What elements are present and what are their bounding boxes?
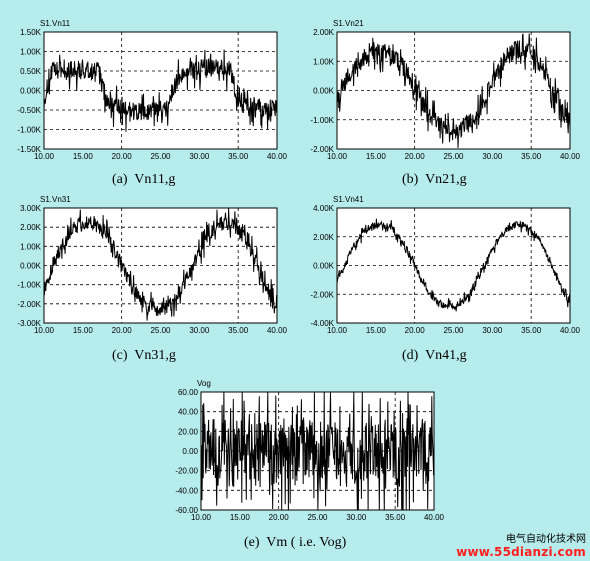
x-tick-label: 10.00 — [191, 513, 212, 522]
series-line — [336, 218, 571, 312]
y-tick-label: 20.00 — [178, 427, 199, 436]
caption-vn41: (d) Vn41,g — [402, 348, 467, 363]
y-tick-label: 1.50K — [20, 28, 42, 37]
y-tick-label: -40.00 — [175, 486, 198, 495]
caption-vn21: (b) Vn21,g — [402, 172, 467, 187]
y-tick-label: -2.00K — [310, 145, 334, 154]
y-tick-label: -4.00K — [310, 319, 334, 328]
series-line — [43, 49, 278, 132]
chart-panel-vn41: S1.Vn41 4.00K 2.00K 0.00K -2.00K -4.00K 10.00 1… — [295, 188, 590, 353]
x-tick-label: 35.00 — [228, 326, 249, 335]
x-tick-label: 40.00 — [424, 513, 445, 522]
x-tick-label: 20.00 — [405, 326, 426, 335]
series-line — [200, 391, 435, 511]
x-tick-label: 25.00 — [443, 152, 464, 161]
x-tick-label: 25.00 — [150, 326, 171, 335]
x-tick-label: 15.00 — [366, 326, 387, 335]
y-tick-label: 40.00 — [178, 408, 199, 417]
x-tick-label: 15.00 — [73, 152, 94, 161]
chart-title: S1.Vn31 — [40, 195, 71, 204]
y-tick-label: 1.00K — [20, 48, 42, 57]
y-tick-label: 0.00K — [313, 262, 335, 271]
y-tick-label: 4.00K — [313, 204, 335, 213]
y-tick-label: 2.00K — [20, 223, 42, 232]
x-tick-label: 40.00 — [267, 326, 288, 335]
y-tick-label: -1.00K — [17, 126, 41, 135]
chart-panel-vn11: S1.Vn11 1.50K 1.00K 0.50K 0.00K -0.50K -1.00K -… — [0, 12, 290, 177]
x-tick-label: 40.00 — [267, 152, 288, 161]
footer-watermark: 电气自动化技术网 www.55dianzi.com — [456, 530, 586, 559]
x-tick-label: 20.00 — [112, 152, 133, 161]
x-tick-label: 30.00 — [346, 513, 367, 522]
series-line — [336, 33, 571, 148]
y-tick-label: 3.00K — [20, 204, 42, 213]
y-tick-label: 0.00K — [20, 87, 42, 96]
y-tick-label: -3.00K — [17, 319, 41, 328]
y-tick-label: -2.00K — [310, 290, 334, 299]
y-tick-label: 1.00K — [20, 242, 42, 251]
x-tick-label: 10.00 — [34, 326, 55, 335]
y-tick-label: -60.00 — [175, 506, 198, 515]
y-tick-label: -2.00K — [17, 300, 41, 309]
chart-title: S1.Vn41 — [333, 195, 364, 204]
x-tick-label: 30.00 — [482, 152, 503, 161]
y-tick-label: -1.00K — [17, 281, 41, 290]
x-tick-label: 40.00 — [560, 152, 581, 161]
y-tick-label: 0.00K — [313, 87, 335, 96]
caption-vog: (e) Vm ( i.e. Vog) — [244, 535, 347, 550]
site-name: 电气自动化技术网 — [506, 534, 586, 545]
x-tick-label: 35.00 — [385, 513, 406, 522]
y-tick-label: 0.50K — [20, 67, 42, 76]
x-tick-label: 25.00 — [443, 326, 464, 335]
y-tick-label: 0.00 — [182, 447, 198, 456]
x-tick-label: 25.00 — [307, 513, 328, 522]
chart-panel-vn21: S1.Vn21 2.00K 1.00K 0.00K -1.00K -2.00K 10.00 1… — [295, 12, 590, 177]
x-tick-label: 20.00 — [112, 326, 133, 335]
y-tick-label: 0.00K — [20, 262, 42, 271]
x-tick-label: 10.00 — [34, 152, 55, 161]
x-tick-label: 40.00 — [560, 326, 581, 335]
site-url-link[interactable]: www.55dianzi.com — [456, 545, 586, 559]
y-tick-label: 1.00K — [313, 57, 335, 66]
chart-title: Vog — [197, 379, 211, 388]
x-tick-label: 35.00 — [521, 326, 542, 335]
y-tick-label: 2.00K — [313, 233, 335, 242]
x-tick-label: 15.00 — [73, 326, 94, 335]
caption-vn31: (c) Vn31,g — [112, 348, 176, 363]
x-tick-label: 10.00 — [327, 326, 348, 335]
chart-panel-vn31: S1.Vn31 3.00K 2.00K 1.00K 0.00K -1.00K -2.00K -… — [0, 188, 290, 353]
y-tick-label: -1.00K — [310, 116, 334, 125]
chart-title: S1.Vn21 — [333, 19, 364, 28]
y-tick-label: -1.50K — [17, 145, 41, 154]
chart-panel-vog: Vog 60.00 40.00 20.00 0.00 -20.00 -40.00 -60.00… — [155, 372, 455, 532]
y-tick-label: 2.00K — [313, 28, 335, 37]
y-tick-label: 60.00 — [178, 388, 199, 397]
x-tick-label: 10.00 — [327, 152, 348, 161]
x-tick-label: 25.00 — [150, 152, 171, 161]
caption-vn11: (a) Vn11,g — [112, 172, 176, 187]
x-tick-label: 30.00 — [189, 152, 210, 161]
chart-title: S1.Vn11 — [40, 19, 71, 28]
x-tick-label: 20.00 — [405, 152, 426, 161]
series-line — [43, 208, 278, 321]
y-tick-label: -20.00 — [175, 467, 198, 476]
x-tick-label: 20.00 — [269, 513, 290, 522]
x-tick-label: 35.00 — [228, 152, 249, 161]
x-tick-label: 15.00 — [230, 513, 251, 522]
x-tick-label: 30.00 — [189, 326, 210, 335]
x-tick-label: 30.00 — [482, 326, 503, 335]
y-tick-label: -0.50K — [17, 106, 41, 115]
x-tick-label: 35.00 — [521, 152, 542, 161]
x-tick-label: 15.00 — [366, 152, 387, 161]
